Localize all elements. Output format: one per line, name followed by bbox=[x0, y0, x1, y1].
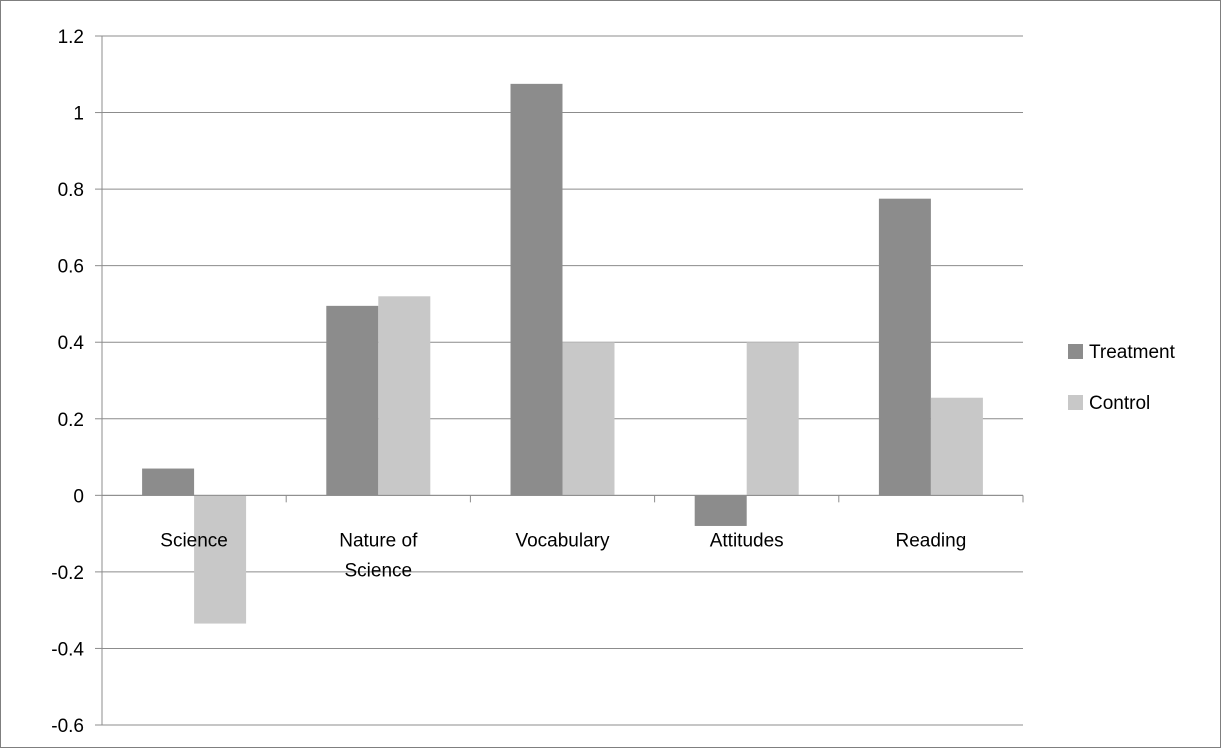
legend-swatch-treatment bbox=[1068, 344, 1083, 359]
x-category-label-line: Reading bbox=[896, 530, 967, 551]
y-tick-label: 1 bbox=[73, 104, 84, 125]
x-category-label: Nature of Science bbox=[339, 530, 418, 581]
y-tick-label: 0.6 bbox=[58, 257, 84, 278]
y-tick-label: 0 bbox=[73, 486, 84, 507]
y-tick-label: 0.2 bbox=[58, 410, 84, 431]
bar-control-1 bbox=[378, 296, 431, 496]
bar-control-0 bbox=[194, 495, 247, 624]
y-tick-label: -0.6 bbox=[51, 716, 84, 737]
bars bbox=[142, 83, 983, 624]
bar-treatment-0 bbox=[142, 468, 195, 496]
bar-control-2 bbox=[562, 342, 615, 496]
bar-treatment-4 bbox=[878, 198, 931, 496]
y-tick-label: 1.2 bbox=[58, 27, 84, 48]
y-axis-tick-labels: -0.6 -0.4 -0.2 0 0.2 0.4 0.6 0.8 1 1.2 bbox=[51, 27, 84, 737]
bar-control-3 bbox=[746, 342, 799, 496]
y-tick-label: -0.4 bbox=[51, 639, 84, 660]
x-category-label: Vocabulary bbox=[515, 530, 610, 551]
legend-swatch-control bbox=[1068, 395, 1083, 410]
x-axis-category-labels: Science Nature of Science Vocabulary Attitud… bbox=[160, 530, 966, 581]
bar-treatment-2 bbox=[510, 83, 563, 496]
legend: Treatment Control bbox=[1068, 342, 1176, 414]
x-category-label-line: Science bbox=[160, 530, 228, 551]
y-tick-label: 0.4 bbox=[58, 333, 85, 354]
bar-control-4 bbox=[930, 397, 983, 496]
x-category-label: Science bbox=[160, 530, 228, 551]
x-category-label-line: Vocabulary bbox=[515, 530, 610, 551]
legend-label-treatment: Treatment bbox=[1089, 342, 1176, 363]
bar-treatment-3 bbox=[694, 495, 747, 526]
bar-treatment-1 bbox=[326, 305, 379, 496]
y-tick-label: 0.8 bbox=[58, 180, 84, 201]
axes bbox=[95, 35, 1024, 726]
x-category-label-line: Science bbox=[344, 560, 412, 581]
legend-label-control: Control bbox=[1089, 393, 1150, 414]
x-category-label: Attitudes bbox=[710, 530, 784, 551]
x-category-label-line: Nature of bbox=[339, 530, 418, 551]
x-category-label-line: Attitudes bbox=[710, 530, 784, 551]
x-category-label: Reading bbox=[896, 530, 967, 551]
y-tick-label: -0.2 bbox=[51, 563, 84, 584]
